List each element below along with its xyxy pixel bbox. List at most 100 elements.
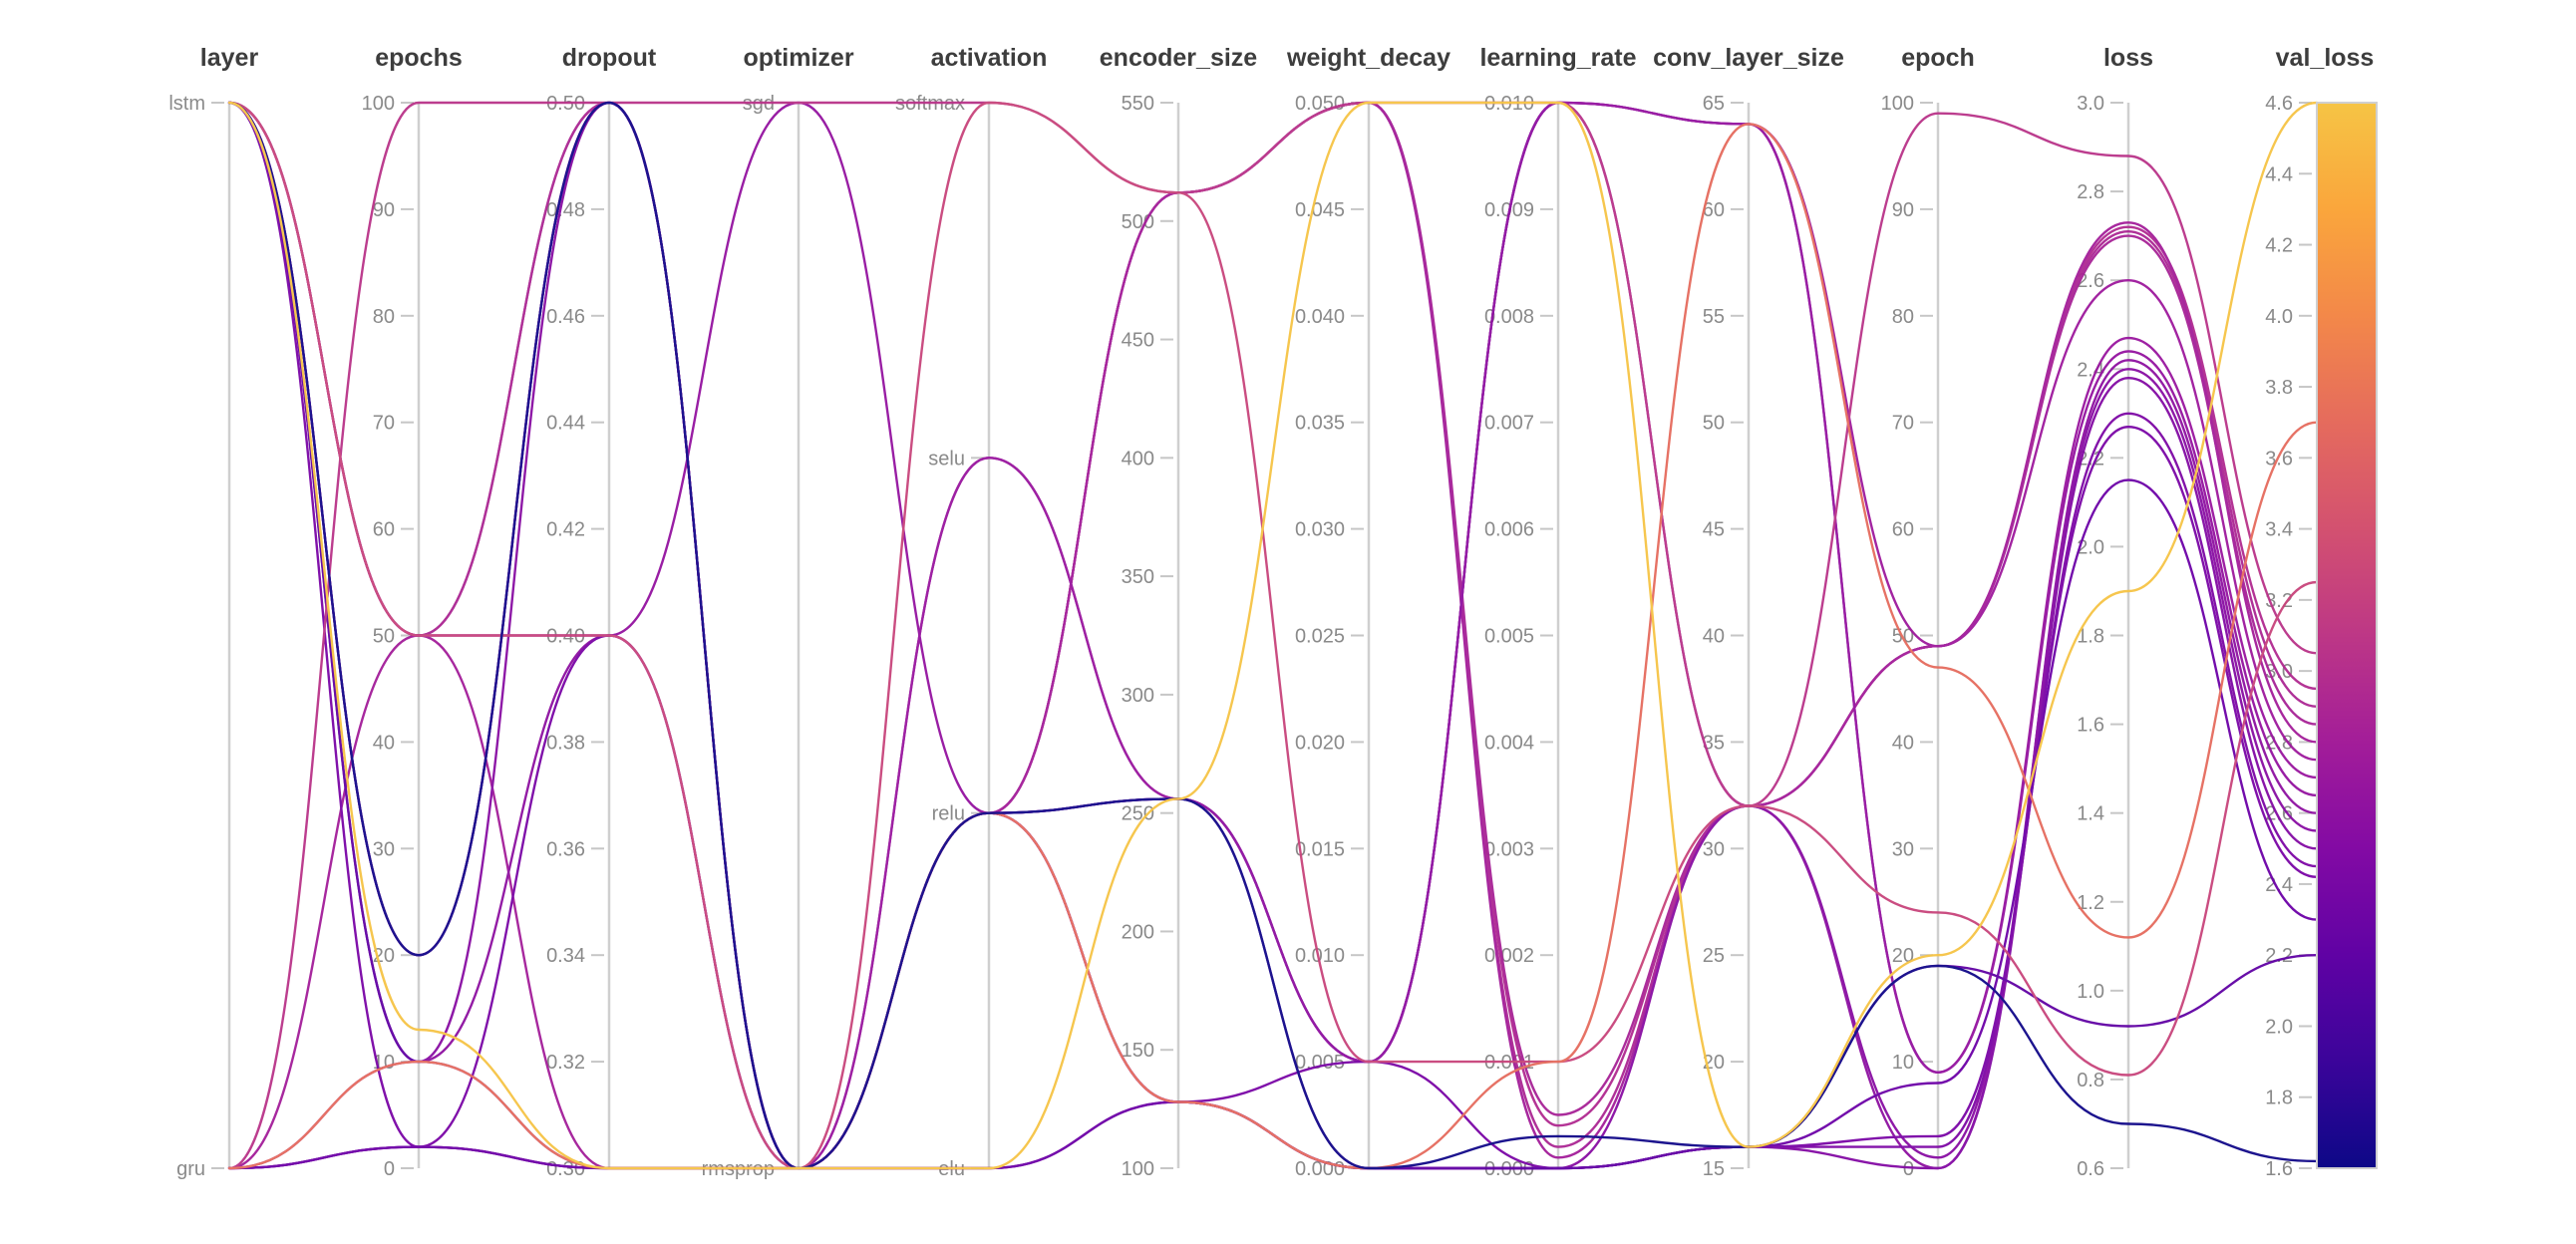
tick-label: 0.42: [546, 519, 585, 541]
axis-title-encoder_size[interactable]: encoder_size: [1100, 44, 1258, 72]
tick-label: 4.6: [2265, 93, 2293, 115]
tick-label: 400: [1122, 448, 1154, 469]
axis-encoder_size: encoder_size 550 500 450 400 350 300 250 200 150 1…: [1100, 44, 1258, 1180]
tick-label: 0.045: [1295, 199, 1345, 221]
tick-label: 0.34: [546, 945, 585, 967]
run-line-18[interactable]: [227, 101, 2319, 1170]
tick-label: 80: [373, 306, 395, 328]
tick-label: 3.6: [2265, 448, 2293, 469]
tick-label: 0.8: [2077, 1070, 2104, 1091]
tick-label: 4.0: [2265, 306, 2293, 328]
axis-title-activation[interactable]: activation: [931, 44, 1048, 72]
tick-label: 4.2: [2265, 235, 2293, 257]
run-line-12[interactable]: [227, 478, 2319, 1170]
tick-label: 100: [1122, 1158, 1154, 1180]
axis-layer: layer lstm gru: [168, 44, 258, 1180]
tick-label: 1.0: [2077, 981, 2104, 1003]
colorbar-val_loss: val_loss4.64.44.24.03.83.63.43.23.02.82.…: [2265, 44, 2374, 1180]
axis-title-layer[interactable]: layer: [200, 44, 259, 72]
tick-label: 0.025: [1295, 626, 1345, 648]
tick-label: 2.0: [2265, 1016, 2293, 1038]
tick-label: 15: [1703, 1158, 1725, 1180]
tick-label: 0.30: [546, 1158, 585, 1180]
run-line-16[interactable]: [227, 123, 2319, 1170]
tick-label: 1.2: [2077, 892, 2104, 914]
tick-label: 60: [1703, 199, 1725, 221]
axis-title-learning_rate[interactable]: learning_rate: [1479, 44, 1636, 72]
tick-label: 0.030: [1295, 519, 1345, 541]
tick-label: 50: [373, 626, 395, 648]
tick-label: 0.44: [546, 413, 585, 435]
tick-label: 1.6: [2077, 715, 2104, 737]
tick-label: 20: [1892, 945, 1914, 967]
tick-label: gru: [176, 1158, 205, 1180]
axis-title-epochs[interactable]: epochs: [375, 44, 463, 72]
axis-title-conv_layer_size[interactable]: conv_layer_size: [1653, 44, 1844, 72]
tick-label: 0.035: [1295, 413, 1345, 435]
tick-label: 1.8: [2265, 1088, 2293, 1109]
axis-loss: loss3.02.82.62.42.22.01.81.61.41.21.00.8…: [2077, 44, 2153, 1180]
tick-label: 0.36: [546, 838, 585, 860]
tick-label: 90: [1892, 199, 1914, 221]
tick-label: selu: [928, 448, 965, 469]
tick-label: 55: [1703, 306, 1725, 328]
tick-label: 60: [373, 519, 395, 541]
tick-label: 2.0: [2077, 536, 2104, 558]
run-line-15[interactable]: [227, 101, 2319, 1170]
tick-label: 2.8: [2077, 181, 2104, 203]
tick-label: 0.48: [546, 199, 585, 221]
tick-label: 3.0: [2077, 93, 2104, 115]
tick-label: 3.4: [2265, 519, 2293, 541]
tick-label: 70: [373, 413, 395, 435]
tick-label: 0.32: [546, 1052, 585, 1074]
run-line-17[interactable]: [227, 101, 2319, 1170]
axis-title-epoch[interactable]: epoch: [1901, 44, 1975, 72]
tick-label: relu: [932, 803, 965, 825]
tick-label: 90: [373, 199, 395, 221]
tick-label: 0.008: [1484, 306, 1534, 328]
tick-label: 500: [1122, 211, 1154, 233]
tick-label: 40: [373, 732, 395, 754]
axis-title-dropout[interactable]: dropout: [562, 44, 657, 72]
tick-label: 0.46: [546, 306, 585, 328]
axis-title-loss[interactable]: loss: [2103, 44, 2153, 72]
tick-label: 40: [1703, 626, 1725, 648]
colorbar-gradient[interactable]: [2316, 102, 2378, 1169]
tick-label: 0.015: [1295, 838, 1345, 860]
tick-label: 25: [1703, 945, 1725, 967]
tick-label: 45: [1703, 519, 1725, 541]
tick-label: 4.4: [2265, 163, 2293, 185]
tick-label: 0.004: [1484, 732, 1534, 754]
tick-label: 0.002: [1484, 945, 1534, 967]
tick-label: 0.006: [1484, 519, 1534, 541]
axis-weight_decay: weight_decay 0.050 0.045 0.040 0.035 0.030 0.0…: [1286, 44, 1450, 1180]
axis-title-weight_decay[interactable]: weight_decay: [1286, 44, 1450, 72]
tick-label: 0.005: [1484, 626, 1534, 648]
tick-label: 3.8: [2265, 377, 2293, 399]
tick-label: 2.6: [2265, 803, 2293, 825]
axis-title-optimizer[interactable]: optimizer: [743, 44, 853, 72]
tick-label: 550: [1122, 93, 1154, 115]
tick-label: 30: [1892, 838, 1914, 860]
tick-label: 60: [1892, 519, 1914, 541]
axis-title-val_loss[interactable]: val_loss: [2276, 44, 2375, 72]
tick-label: 0.020: [1295, 732, 1345, 754]
tick-label: 300: [1122, 685, 1154, 707]
tick-label: 80: [1892, 306, 1914, 328]
tick-label: 35: [1703, 732, 1725, 754]
tick-label: 0.003: [1484, 838, 1534, 860]
tick-label: 2.4: [2077, 359, 2104, 381]
tick-label: 50: [1703, 413, 1725, 435]
tick-label: 1.8: [2077, 626, 2104, 648]
tick-label: 200: [1122, 921, 1154, 943]
tick-label: 1.6: [2265, 1158, 2293, 1180]
tick-label: 0.050: [1295, 93, 1345, 115]
tick-label: 0: [1903, 1158, 1914, 1180]
tick-label: 0.6: [2077, 1158, 2104, 1180]
tick-label: lstm: [168, 93, 205, 115]
